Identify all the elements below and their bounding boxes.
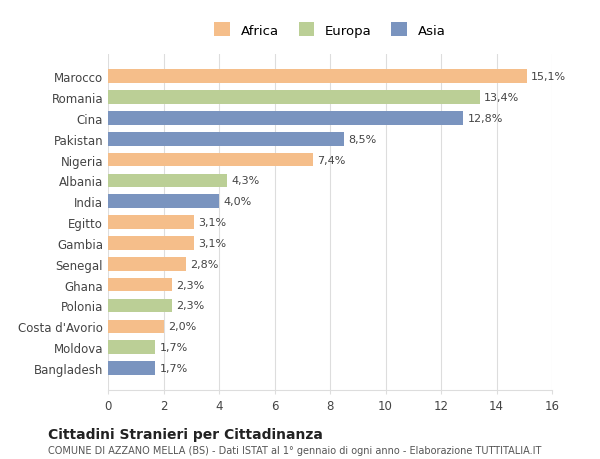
Bar [108, 195, 219, 208]
Bar [108, 70, 527, 84]
Bar [108, 361, 155, 375]
Text: 2,3%: 2,3% [176, 301, 204, 311]
Bar [108, 278, 172, 292]
Text: 15,1%: 15,1% [531, 72, 566, 82]
Bar [108, 153, 313, 167]
Bar [108, 216, 194, 230]
Bar [108, 91, 480, 105]
Text: 3,1%: 3,1% [198, 218, 226, 228]
Bar [108, 257, 186, 271]
Text: 2,0%: 2,0% [167, 322, 196, 331]
Text: 7,4%: 7,4% [317, 155, 346, 165]
Bar [108, 320, 163, 333]
Text: Cittadini Stranieri per Cittadinanza: Cittadini Stranieri per Cittadinanza [48, 427, 323, 441]
Bar [108, 112, 463, 125]
Text: 13,4%: 13,4% [484, 93, 519, 103]
Text: COMUNE DI AZZANO MELLA (BS) - Dati ISTAT al 1° gennaio di ogni anno - Elaborazio: COMUNE DI AZZANO MELLA (BS) - Dati ISTAT… [48, 445, 541, 455]
Text: 4,3%: 4,3% [232, 176, 260, 186]
Text: 8,5%: 8,5% [348, 134, 376, 145]
Bar [108, 237, 194, 250]
Text: 1,7%: 1,7% [160, 342, 188, 353]
Bar [108, 299, 172, 313]
Legend: Africa, Europa, Asia: Africa, Europa, Asia [209, 18, 451, 43]
Bar [108, 174, 227, 188]
Bar [108, 341, 155, 354]
Bar [108, 133, 344, 146]
Text: 1,7%: 1,7% [160, 363, 188, 373]
Text: 2,3%: 2,3% [176, 280, 204, 290]
Text: 4,0%: 4,0% [223, 197, 251, 207]
Text: 3,1%: 3,1% [198, 238, 226, 248]
Text: 2,8%: 2,8% [190, 259, 218, 269]
Text: 12,8%: 12,8% [467, 114, 503, 123]
